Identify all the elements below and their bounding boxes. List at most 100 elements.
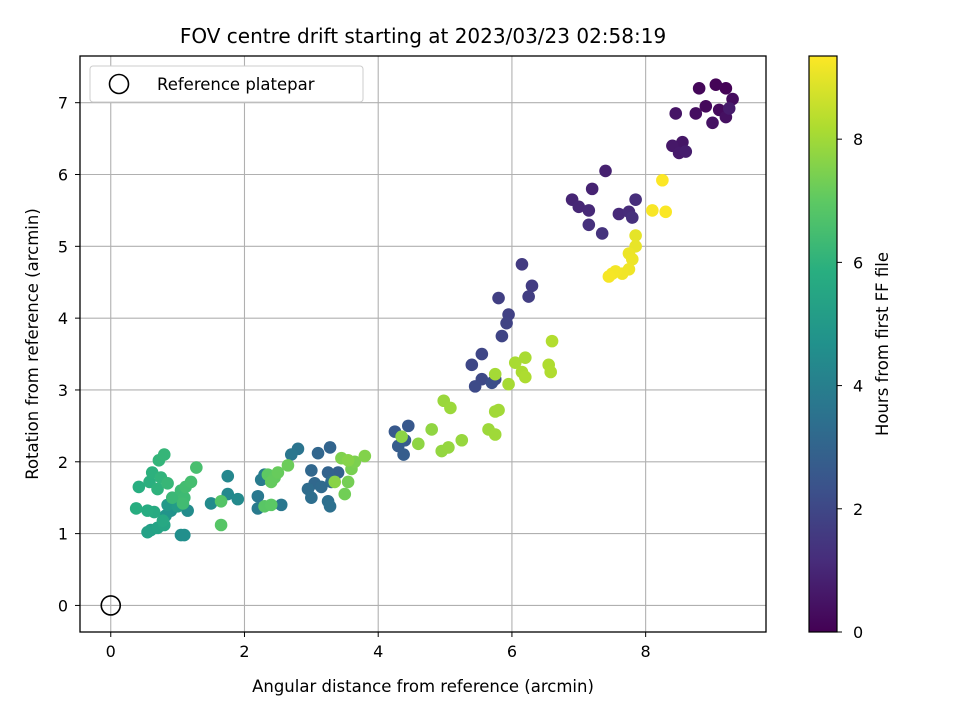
data-point <box>659 205 673 219</box>
colorbar: 0 2 4 6 8 Hours from first FF file <box>808 55 892 642</box>
data-point <box>582 218 596 232</box>
data-point <box>341 454 355 467</box>
data-point <box>522 290 535 303</box>
data-point <box>341 475 355 489</box>
data-point <box>669 107 683 120</box>
data-point <box>692 82 706 95</box>
data-point <box>284 448 298 461</box>
data-point <box>518 370 532 384</box>
data-point <box>722 102 736 115</box>
colorbar-tick-label: 2 <box>853 500 863 519</box>
data-point <box>214 494 228 508</box>
colorbar-tick-label: 0 <box>853 623 863 642</box>
data-point <box>141 525 154 539</box>
data-point <box>305 464 318 477</box>
colorbar-ticks: 0 2 4 6 8 <box>837 130 863 642</box>
data-point <box>492 403 505 417</box>
y-tick-label: 0 <box>58 596 68 615</box>
data-point <box>425 423 438 436</box>
data-point <box>401 419 415 433</box>
data-point <box>328 475 342 489</box>
data-point <box>305 491 318 504</box>
data-point <box>679 145 693 158</box>
data-point <box>544 365 558 379</box>
data-point <box>492 291 505 305</box>
data-point <box>204 497 218 510</box>
data-point <box>190 461 203 474</box>
data-point <box>488 367 502 381</box>
y-tick-label: 1 <box>58 525 68 544</box>
data-point <box>719 82 733 95</box>
data-point <box>502 377 515 391</box>
chart-title: FOV centre drift starting at 2023/03/23 … <box>180 24 666 48</box>
colorbar-tick-label: 6 <box>853 253 863 272</box>
data-point <box>625 252 639 266</box>
data-point <box>488 428 502 441</box>
data-point <box>397 448 410 461</box>
colorbar-tick-label: 8 <box>853 130 863 149</box>
data-point <box>141 504 154 517</box>
legend-box <box>89 65 364 103</box>
y-tick-label: 3 <box>58 381 68 400</box>
legend-label: Reference platepar <box>157 75 315 94</box>
data-point <box>165 491 179 504</box>
data-point <box>585 182 599 196</box>
colorbar-tick-label: 4 <box>853 377 863 396</box>
y-axis-label: Rotation from reference (arcmin) <box>23 208 42 480</box>
data-point <box>412 437 425 451</box>
grid <box>80 56 766 632</box>
data-point <box>515 257 529 271</box>
plot-frame <box>79 55 767 633</box>
data-point <box>495 329 509 343</box>
data-point <box>281 459 295 472</box>
data-point <box>442 441 455 454</box>
data-point <box>706 116 719 130</box>
data-point <box>231 492 245 506</box>
data-point <box>323 500 337 513</box>
colorbar-gradient <box>808 55 838 633</box>
data-point <box>500 316 513 330</box>
y-ticks: 0 1 2 3 4 5 6 7 <box>58 94 80 615</box>
data-point <box>595 227 609 240</box>
data-point <box>508 356 522 369</box>
reference-platepar-marker <box>100 595 122 616</box>
data-point <box>264 498 278 512</box>
data-point <box>444 401 457 415</box>
data-point <box>545 334 559 348</box>
data-point <box>358 449 372 463</box>
x-tick-label: 6 <box>507 642 517 661</box>
data-point <box>315 480 328 494</box>
y-tick-label: 2 <box>58 453 68 472</box>
data-point <box>129 502 143 515</box>
x-tick-label: 8 <box>641 642 651 661</box>
data-point <box>525 279 539 293</box>
data-points <box>129 78 739 542</box>
data-point <box>699 99 713 113</box>
data-point <box>157 448 171 461</box>
data-point <box>475 347 489 361</box>
data-point <box>468 380 482 393</box>
data-point <box>176 497 190 510</box>
y-tick-label: 4 <box>58 309 68 328</box>
data-point <box>455 433 469 447</box>
x-tick-label: 0 <box>106 642 116 661</box>
data-point <box>338 487 352 501</box>
data-point <box>156 514 170 527</box>
data-point <box>646 204 659 217</box>
data-point <box>602 270 616 283</box>
reference-marker-layer <box>100 595 122 616</box>
data-point <box>518 351 532 364</box>
legend: Reference platepar <box>89 65 364 103</box>
data-point <box>221 469 235 483</box>
data-point <box>629 193 642 206</box>
data-point <box>465 358 479 372</box>
colorbar-label: Hours from first FF file <box>873 252 892 436</box>
x-tick-label: 2 <box>239 642 249 661</box>
y-tick-label: 5 <box>58 237 68 256</box>
data-point <box>178 528 191 542</box>
data-point <box>625 211 639 224</box>
data-point <box>161 477 174 490</box>
data-point <box>311 446 325 460</box>
data-point <box>184 475 198 489</box>
